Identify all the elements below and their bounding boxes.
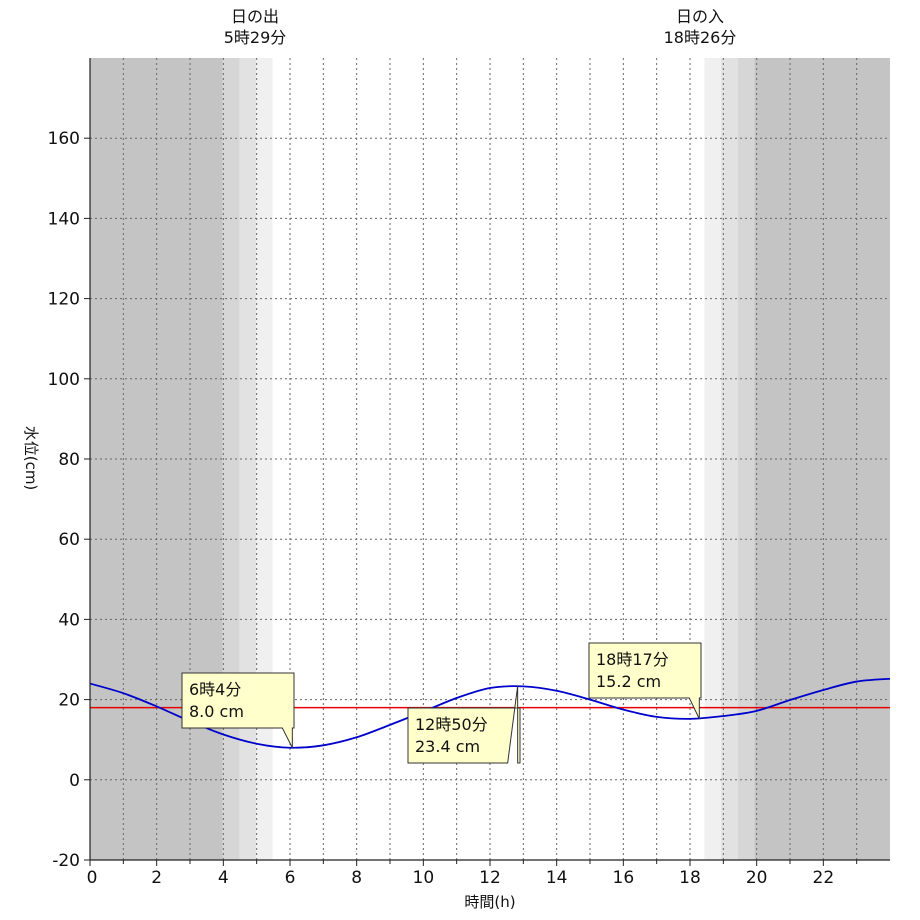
callout-time: 18時17分: [596, 650, 669, 669]
callout-time: 12時50分: [415, 715, 488, 734]
tide-curve: [89, 677, 891, 749]
x-tick-label: 2: [151, 868, 162, 888]
night-band-evening: [754, 58, 890, 860]
twilight-band-evening-3: [704, 58, 722, 860]
callout-box: [588, 642, 702, 720]
y-tick-label: 160: [48, 129, 80, 149]
y-tick-label: 80: [58, 450, 80, 470]
y-tick-label: 40: [58, 610, 80, 630]
x-tick-label: 22: [813, 868, 835, 888]
tick-labels: 0 2 4 6 8 10 12 14 16 18 20 22 -20 0 20 40 60 80 100 120 140…: [48, 129, 835, 888]
callout-level: 23.4 cm: [415, 737, 480, 756]
x-tick-label: 6: [285, 868, 296, 888]
extremum-callout: 6時4分 8.0 cm: [181, 672, 295, 748]
x-tick-label: 10: [413, 868, 435, 888]
y-tick-label: 100: [48, 370, 80, 390]
x-tick-label: 14: [546, 868, 568, 888]
y-tick-label: 0: [69, 771, 80, 791]
y-tick-label: -20: [52, 851, 80, 871]
callout-level: 8.0 cm: [189, 702, 244, 721]
twilight-band-morning-2: [239, 58, 257, 860]
x-tick-label: 18: [679, 868, 701, 888]
axes: [84, 58, 890, 866]
sunrise-title: 日の出: [231, 7, 279, 26]
extremum-callout: 18時17分 15.2 cm: [588, 642, 702, 720]
sunset-time: 18時26分: [664, 28, 737, 47]
y-tick-label: 120: [48, 290, 80, 310]
y-tick-label: 60: [58, 530, 80, 550]
x-tick-label: 16: [613, 868, 635, 888]
x-tick-label: 4: [218, 868, 229, 888]
callout-box: [407, 685, 521, 764]
sunrise-time: 5時29分: [224, 28, 287, 47]
y-tick-label: 20: [58, 691, 80, 711]
twilight-band-morning-3: [256, 58, 273, 860]
x-tick-label: 8: [351, 868, 362, 888]
x-tick-label: 0: [87, 868, 98, 888]
y-axis-title: 水位(cm): [22, 426, 40, 491]
x-tick-label: 12: [479, 868, 501, 888]
grid-lines: [90, 58, 890, 860]
twilight-band-evening-2: [721, 58, 738, 860]
x-axis-title: 時間(h): [464, 893, 515, 911]
callout-level: 15.2 cm: [596, 672, 661, 691]
callout-time: 6時4分: [189, 680, 241, 699]
extremum-callout: 12時50分 23.4 cm: [407, 685, 521, 764]
sunset-title: 日の入: [676, 7, 724, 26]
extremum-callouts: 6時4分 8.0 cm 12時50分 23.4 cm 18時17分 15.2 cm: [181, 642, 702, 764]
tide-curve-group: [89, 677, 891, 749]
y-tick-label: 140: [48, 209, 80, 229]
callout-box: [181, 672, 295, 748]
x-tick-label: 20: [746, 868, 768, 888]
